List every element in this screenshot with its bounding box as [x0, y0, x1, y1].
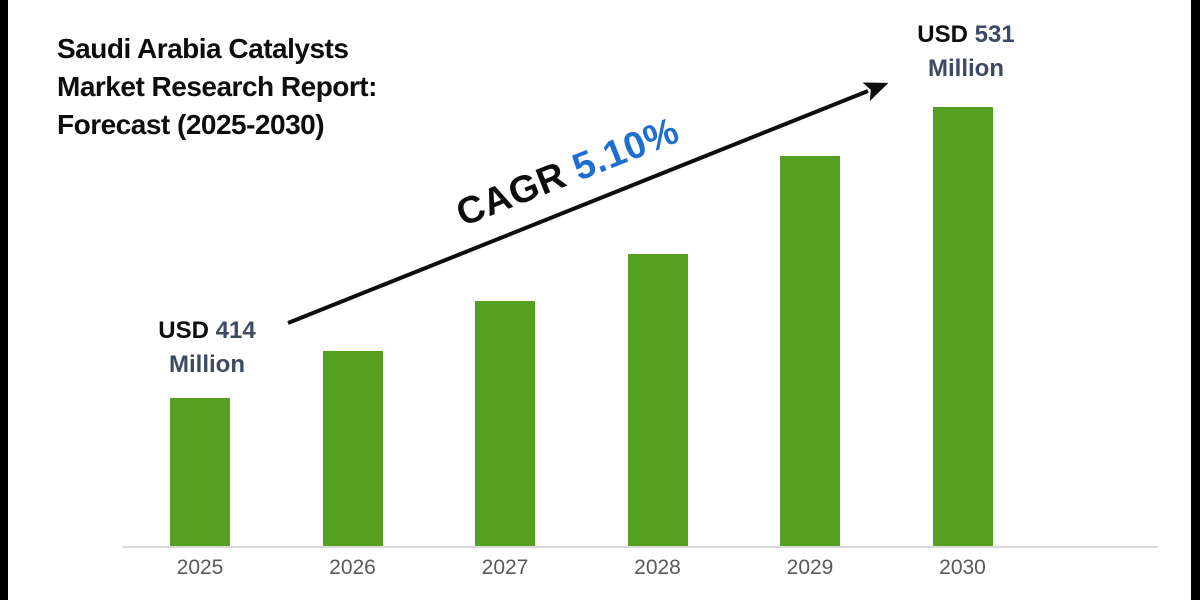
bar-2030 [932, 107, 993, 547]
bar-2025 [170, 398, 230, 547]
value-label-2030-line2: Million [928, 55, 1004, 82]
x-tick-2028: 2028 [634, 556, 681, 579]
x-tick-2027: 2027 [481, 556, 529, 579]
right-black-border [1191, 0, 1200, 600]
value-label-2025: USD 414 Million [158, 314, 255, 382]
bar-2026 [322, 351, 383, 547]
bar-2028 [627, 254, 688, 547]
left-black-border [0, 0, 8, 600]
value-label-2030: USD 531 Million [917, 18, 1014, 86]
bar-2027 [475, 301, 535, 547]
value-label-2030-line1: USD 531 [917, 21, 1015, 48]
value-label-2025-line2: Million [169, 351, 245, 378]
x-tick-2025: 2025 [176, 556, 224, 579]
x-axis-line [123, 546, 1158, 548]
x-tick-2029: 2029 [786, 556, 834, 579]
value-label-2025-line1: USD 414 [158, 317, 256, 344]
bar-2029 [780, 156, 840, 547]
x-tick-2030: 2030 [939, 556, 986, 579]
x-tick-2026: 2026 [329, 556, 376, 579]
